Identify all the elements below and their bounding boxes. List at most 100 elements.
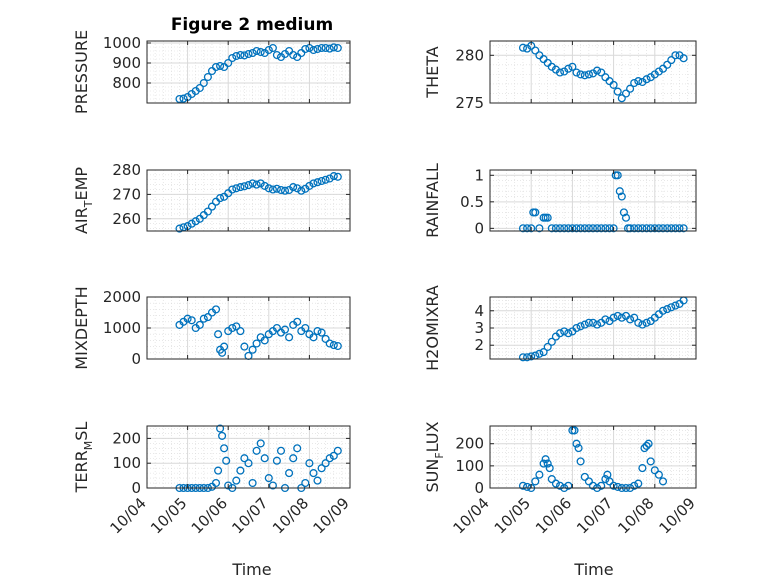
data-point (285, 469, 294, 478)
data-point (268, 185, 277, 194)
data-point (325, 174, 334, 183)
y-tick-label: 2 (474, 336, 484, 354)
data-point (333, 341, 342, 351)
data-point (574, 444, 583, 453)
data-point (195, 83, 204, 93)
data-point (564, 64, 573, 73)
plot-area (147, 170, 350, 231)
data-point (224, 481, 233, 490)
axes-box (146, 425, 351, 489)
data-point (646, 457, 655, 466)
data-point (199, 314, 208, 323)
data-point (597, 481, 606, 490)
data-point (305, 181, 314, 190)
data-point (671, 224, 680, 233)
data-point (207, 202, 217, 211)
data-point (329, 43, 338, 52)
data-point (293, 317, 302, 326)
data-point (321, 175, 330, 184)
data-point (572, 439, 581, 448)
data-point (232, 476, 241, 485)
data-point (543, 342, 552, 351)
data-point (260, 454, 269, 463)
data-point (289, 50, 298, 60)
data-point (601, 315, 610, 324)
data-point (187, 316, 196, 325)
data-point (309, 333, 318, 342)
data-point (572, 323, 581, 333)
y-axis-label: SUNFLUX (423, 421, 446, 492)
y-tick-label: 0 (131, 479, 141, 497)
data-point (527, 224, 536, 233)
data-point (236, 327, 245, 336)
data-point (272, 50, 281, 60)
y-tick-label: 900 (112, 54, 141, 72)
data-point (293, 184, 302, 193)
data-point (580, 224, 589, 233)
data-point (309, 179, 318, 188)
y-tick-label: 0 (131, 350, 141, 368)
data-point (256, 439, 265, 448)
data-point (203, 313, 212, 322)
data-point (289, 183, 298, 192)
data-point (333, 43, 342, 53)
subplot-1: 800 900 1000 PRESSURE (72, 30, 351, 114)
data-point (228, 185, 237, 194)
data-point (527, 352, 536, 361)
data-point (560, 224, 569, 233)
data-point (329, 172, 338, 181)
y-axis-label: H2OMIXRA (423, 285, 442, 371)
data-point (313, 178, 322, 187)
data-point (240, 182, 249, 191)
data-point (309, 45, 318, 55)
data-point (276, 446, 286, 455)
data-point (301, 478, 310, 488)
data-point (175, 94, 184, 104)
y-tick-label: 260 (112, 210, 141, 228)
data-point (619, 208, 628, 217)
data-point (268, 43, 277, 53)
data-point (626, 224, 635, 233)
data-point (216, 61, 225, 71)
data-point (264, 474, 273, 483)
data-point (667, 56, 676, 65)
data-point (613, 311, 622, 320)
data-point (232, 322, 241, 331)
data-point (539, 459, 548, 468)
data-point (638, 464, 647, 473)
data-point (663, 305, 672, 314)
data-point (523, 224, 532, 233)
data-point (518, 43, 528, 52)
data-point (679, 54, 688, 63)
data-point (658, 306, 668, 315)
data-point (593, 66, 602, 75)
data-point (285, 46, 294, 56)
data-point (597, 224, 606, 233)
data-point (216, 424, 225, 433)
data-point (264, 184, 273, 193)
data-point (329, 451, 338, 460)
data-point (203, 207, 212, 216)
data-point (642, 75, 651, 84)
data-point (531, 46, 540, 55)
data-point (236, 50, 245, 60)
data-point (518, 481, 528, 490)
data-point (220, 62, 229, 72)
data-point (317, 176, 326, 186)
data-point (244, 181, 253, 190)
data-point (333, 446, 342, 455)
data-point (634, 318, 643, 327)
data-point (313, 327, 322, 336)
axes-box (489, 169, 697, 232)
data-point (621, 213, 631, 222)
data-point (216, 194, 225, 203)
y-tick-label: 280 (112, 161, 141, 179)
axes-box (489, 425, 697, 489)
data-point (663, 224, 672, 233)
data-point (317, 328, 326, 337)
data-point (272, 184, 281, 193)
data-point (609, 481, 618, 490)
y-tick-label: 1000 (103, 34, 141, 52)
data-point (252, 339, 261, 348)
data-point (199, 78, 208, 88)
